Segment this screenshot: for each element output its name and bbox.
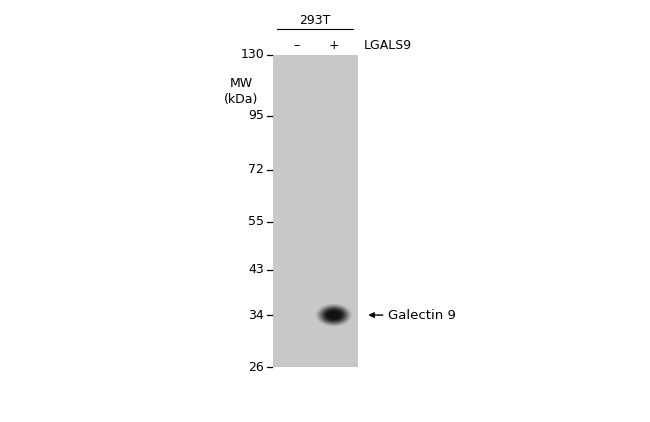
Text: +: + [328, 39, 339, 52]
Text: 26: 26 [248, 361, 264, 373]
Text: MW
(kDa): MW (kDa) [224, 77, 258, 106]
Ellipse shape [326, 310, 342, 320]
Ellipse shape [318, 305, 350, 325]
Text: Galectin 9: Galectin 9 [389, 308, 456, 322]
Text: 293T: 293T [300, 14, 331, 27]
Text: 43: 43 [248, 263, 264, 276]
Ellipse shape [328, 312, 339, 319]
Text: 130: 130 [240, 49, 264, 61]
Bar [273, 55, 358, 367]
Ellipse shape [316, 304, 352, 326]
Text: 72: 72 [248, 163, 264, 176]
Ellipse shape [320, 307, 347, 324]
Text: –: – [294, 39, 300, 52]
Text: 34: 34 [248, 308, 264, 322]
Text: LGALS9: LGALS9 [363, 39, 411, 52]
Ellipse shape [323, 308, 345, 322]
Text: 55: 55 [248, 215, 264, 228]
Text: 95: 95 [248, 109, 264, 122]
